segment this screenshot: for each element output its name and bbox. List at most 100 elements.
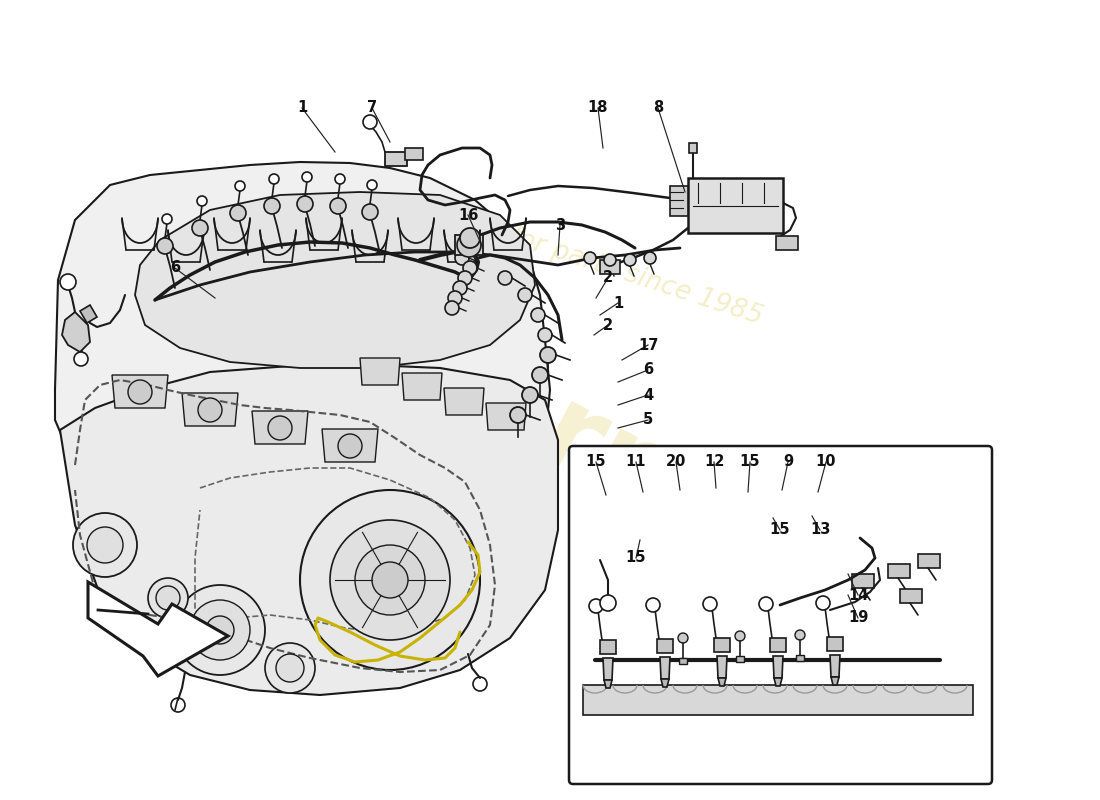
Polygon shape: [135, 192, 535, 368]
Polygon shape: [360, 358, 400, 385]
Text: 15: 15: [770, 522, 790, 538]
Circle shape: [156, 586, 180, 610]
Bar: [714, 638, 730, 652]
Text: 15: 15: [739, 454, 760, 470]
Text: 13: 13: [810, 522, 830, 538]
Circle shape: [206, 616, 234, 644]
Text: 15: 15: [626, 550, 647, 566]
Circle shape: [87, 527, 123, 563]
Circle shape: [362, 204, 378, 220]
Circle shape: [198, 398, 222, 422]
Circle shape: [456, 233, 481, 257]
Text: 12: 12: [704, 454, 724, 470]
Bar: [405, 148, 424, 160]
Polygon shape: [830, 655, 840, 677]
Polygon shape: [796, 655, 804, 661]
Text: 17: 17: [638, 338, 658, 353]
Text: 2: 2: [603, 318, 613, 333]
Circle shape: [230, 205, 246, 221]
Circle shape: [538, 328, 552, 342]
Circle shape: [372, 562, 408, 598]
Circle shape: [460, 228, 480, 248]
Polygon shape: [604, 680, 612, 688]
Text: 5: 5: [642, 413, 653, 427]
Text: 10: 10: [816, 454, 836, 470]
Text: 11: 11: [626, 454, 647, 470]
Polygon shape: [661, 679, 669, 687]
Bar: [888, 564, 910, 578]
Polygon shape: [486, 403, 526, 430]
Circle shape: [735, 631, 745, 641]
Circle shape: [355, 545, 425, 615]
Polygon shape: [679, 658, 688, 664]
Polygon shape: [660, 657, 670, 679]
Circle shape: [584, 252, 596, 264]
Polygon shape: [603, 658, 613, 680]
Bar: [900, 589, 922, 603]
Circle shape: [190, 600, 250, 660]
Polygon shape: [80, 305, 97, 323]
Bar: [385, 152, 407, 166]
Text: 4: 4: [642, 387, 653, 402]
Polygon shape: [62, 312, 90, 352]
Circle shape: [588, 599, 603, 613]
Circle shape: [297, 196, 313, 212]
Circle shape: [73, 513, 138, 577]
Circle shape: [162, 214, 172, 224]
Circle shape: [367, 180, 377, 190]
Polygon shape: [55, 162, 550, 550]
Bar: [827, 637, 843, 651]
Circle shape: [448, 291, 462, 305]
Circle shape: [518, 288, 532, 302]
Polygon shape: [252, 411, 308, 444]
Circle shape: [276, 654, 304, 682]
Polygon shape: [736, 656, 744, 662]
Text: 16: 16: [458, 207, 478, 222]
Bar: [583, 685, 974, 715]
Circle shape: [192, 220, 208, 236]
Circle shape: [455, 251, 469, 265]
Bar: [455, 235, 483, 255]
Circle shape: [338, 434, 362, 458]
Circle shape: [197, 196, 207, 206]
Circle shape: [816, 596, 831, 610]
Circle shape: [600, 595, 616, 611]
Text: 15: 15: [585, 454, 606, 470]
Polygon shape: [60, 365, 558, 695]
Circle shape: [363, 115, 377, 129]
Circle shape: [644, 252, 656, 264]
Circle shape: [148, 578, 188, 618]
Circle shape: [268, 416, 292, 440]
Bar: [770, 638, 786, 652]
Circle shape: [302, 172, 312, 182]
Text: 9: 9: [783, 454, 793, 470]
Text: 6: 6: [169, 261, 180, 275]
Circle shape: [759, 597, 773, 611]
Circle shape: [74, 352, 88, 366]
Circle shape: [531, 308, 544, 322]
Circle shape: [458, 271, 472, 285]
Circle shape: [463, 261, 477, 275]
Circle shape: [270, 174, 279, 184]
Circle shape: [235, 181, 245, 191]
Circle shape: [646, 598, 660, 612]
Polygon shape: [718, 678, 726, 686]
Polygon shape: [689, 143, 697, 153]
Circle shape: [330, 198, 346, 214]
Text: 8: 8: [653, 101, 663, 115]
Text: 3: 3: [554, 218, 565, 233]
Bar: [918, 554, 940, 568]
Circle shape: [264, 198, 280, 214]
Circle shape: [532, 367, 548, 383]
Circle shape: [510, 407, 526, 423]
Bar: [600, 640, 616, 654]
Circle shape: [336, 174, 345, 184]
Circle shape: [795, 630, 805, 640]
Circle shape: [624, 254, 636, 266]
Text: 1: 1: [297, 101, 307, 115]
Text: 7: 7: [367, 101, 377, 115]
Circle shape: [604, 254, 616, 266]
Circle shape: [498, 271, 512, 285]
Polygon shape: [112, 375, 168, 408]
Bar: [852, 574, 874, 588]
